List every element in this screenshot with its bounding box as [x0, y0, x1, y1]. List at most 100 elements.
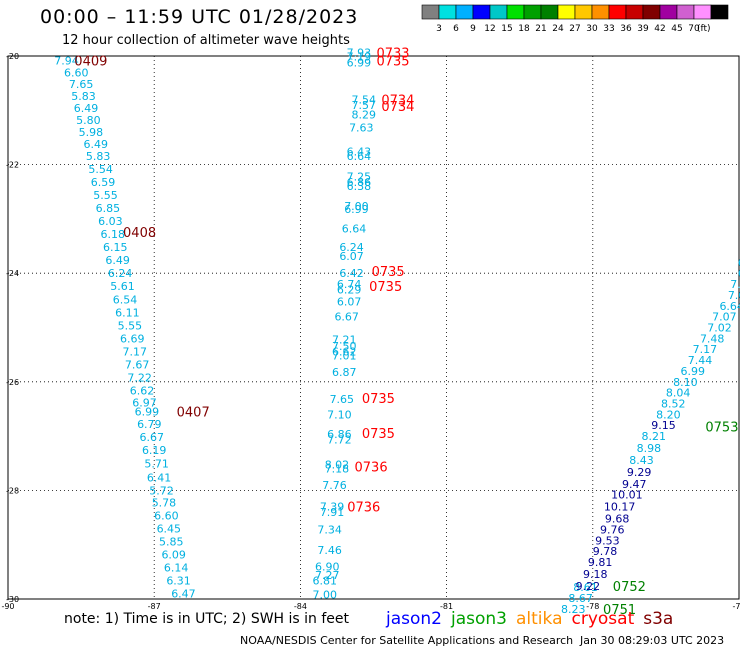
swh-value-label: 6.97: [132, 396, 157, 409]
y-tick-label: -24: [6, 269, 19, 278]
swh-value-label: 8.20: [656, 408, 681, 421]
colorbar-swatch: [710, 4, 729, 20]
swh-value-label: 5.78: [152, 496, 177, 509]
pass-time-label: 0735: [362, 427, 395, 442]
swh-value-label: 6.45: [157, 522, 182, 535]
swh-value-label: 9.53: [595, 534, 620, 547]
swh-value-label: 6.86: [327, 428, 352, 441]
swh-value-label: 6.85: [96, 202, 121, 215]
swh-value-label: 7.00: [344, 200, 369, 213]
swh-value-label: 8.29: [352, 109, 377, 122]
colorbar-label: 30: [586, 24, 598, 34]
swh-value-label: 6.86: [347, 176, 372, 189]
swh-value-label: 6.41: [147, 471, 172, 484]
pass-time-label: 0733: [376, 47, 409, 62]
legend-jason3: jason3: [451, 609, 507, 629]
swh-value-label: 5.83: [86, 150, 111, 163]
swh-value-label: 6: [738, 267, 740, 280]
swh-value-label: 9.22: [576, 580, 601, 593]
x-tick-label: -84: [294, 602, 307, 611]
colorbar-label: 18: [518, 24, 530, 34]
satellite-legend: jason2 jason3 altika cryosat s3a: [386, 609, 682, 629]
swh-value-label: 9.78: [593, 545, 618, 558]
swh-value-label: 6.69: [120, 332, 145, 345]
swh-value-label: 6.64: [347, 150, 372, 163]
swh-value-label: 6.60: [64, 66, 89, 79]
swh-value-label: 7.2: [730, 278, 740, 291]
swh-value-label: 9.15: [651, 419, 676, 432]
swh-value-label: 6.14: [164, 562, 189, 575]
swh-value-label: 6.99: [347, 57, 372, 70]
swh-value-label: 6: [738, 256, 740, 269]
swh-color-scale: 3 6 9 12 15 18 21 24 27 30 33 36 39 42 45 70(ft): [421, 4, 729, 34]
swh-value-label: 6.67: [140, 431, 165, 444]
pass-time-label: 0408: [123, 226, 156, 241]
swh-value-label: 8.04: [666, 387, 691, 400]
swh-value-label: 6.64: [342, 223, 367, 236]
swh-value-label: 8.52: [661, 398, 686, 411]
plot-frame: [7, 55, 740, 600]
swh-value-label: 7.17: [693, 343, 718, 356]
swh-value-label: 5.55: [93, 189, 118, 202]
pass-time-label: 0735: [369, 280, 402, 295]
colorbar-label: 21: [535, 24, 546, 34]
swh-value-label: 7.21: [332, 333, 357, 346]
swh-value-label: 6.07: [337, 295, 362, 308]
swh-value-label: 7.18: [325, 463, 350, 476]
pass-time-label: 0735: [362, 392, 395, 407]
swh-value-label: 7.46: [317, 544, 342, 557]
pass-time-label: 0736: [355, 461, 388, 476]
swh-value-label: 9.68: [605, 513, 630, 526]
pass-time-label: 0736: [347, 501, 380, 516]
swh-value-label: 7.57: [352, 99, 377, 112]
swh-value-label: 6.24: [339, 241, 364, 254]
colorbar-label: 39: [637, 24, 649, 34]
x-tick-label: -78: [586, 602, 599, 611]
swh-value-label: 6.49: [105, 254, 130, 267]
generated-timestamp: Jan 30 08:29:03 UTC 2023: [580, 634, 725, 647]
swh-value-label: 7.65: [69, 78, 94, 91]
swh-value-label: 7.76: [322, 479, 347, 492]
legend-cryosat: cryosat: [571, 609, 635, 629]
swh-value-label: 6.49: [74, 102, 99, 115]
swh-value-label: 6.38: [347, 180, 372, 193]
pass-time-label: 0409: [74, 54, 107, 69]
colorbar-label: 42: [654, 24, 665, 34]
legend-s3a: s3a: [643, 609, 674, 629]
colorbar-label: 15: [501, 24, 512, 34]
swh-value-label: 7.72: [327, 433, 352, 446]
colorbar-label: 36: [620, 24, 632, 34]
y-tick-label: -30: [6, 595, 19, 604]
swh-value-label: 6.42: [339, 267, 364, 280]
swh-value-label: 6.18: [101, 228, 126, 241]
pass-time-label: 0734: [381, 93, 414, 108]
swh-value-label: 5.55: [118, 319, 143, 332]
y-tick-label: -28: [6, 486, 19, 495]
swh-value-label: 8.23: [561, 603, 586, 616]
series-jason3: 667.27.06.647.077.027.487.177.446.998.10…: [561, 256, 740, 617]
pass-time-label: 0407: [177, 406, 210, 421]
colorbar-label: 45: [671, 24, 682, 34]
swh-value-label: 6.11: [115, 306, 140, 319]
footer-note: note: 1) Time is in UTC; 2) SWH is in fe…: [64, 611, 350, 627]
swh-value-label: 7.39: [320, 501, 345, 514]
swh-value-label: 6.49: [83, 138, 108, 151]
swh-value-label: 6.99: [135, 406, 160, 419]
swh-value-label: 7.65: [330, 393, 355, 406]
swh-value-label: 5.98: [79, 126, 104, 139]
swh-value-label: 7.27: [315, 569, 340, 582]
swh-value-label: 6.99: [680, 365, 705, 378]
swh-value-label: 6.62: [130, 384, 155, 397]
swh-value-label: 9.29: [627, 466, 652, 479]
swh-value-label: 8.02: [325, 458, 350, 471]
swh-value-label: 6.90: [315, 560, 340, 573]
swh-value-label: 7.63: [349, 122, 374, 135]
swh-value-label: 6.29: [337, 283, 362, 296]
colorbar-label: 6: [453, 24, 459, 34]
swh-value-label: 5.80: [76, 114, 101, 127]
series-s3a: 7.946.607.655.836.495.805.986.495.835.54…: [54, 54, 210, 600]
pass-time-label: 0753: [705, 420, 738, 435]
swh-value-label: 6.74: [337, 278, 362, 291]
swh-value-label: 6.60: [154, 509, 179, 522]
swh-value-label: 6.99: [344, 203, 369, 216]
